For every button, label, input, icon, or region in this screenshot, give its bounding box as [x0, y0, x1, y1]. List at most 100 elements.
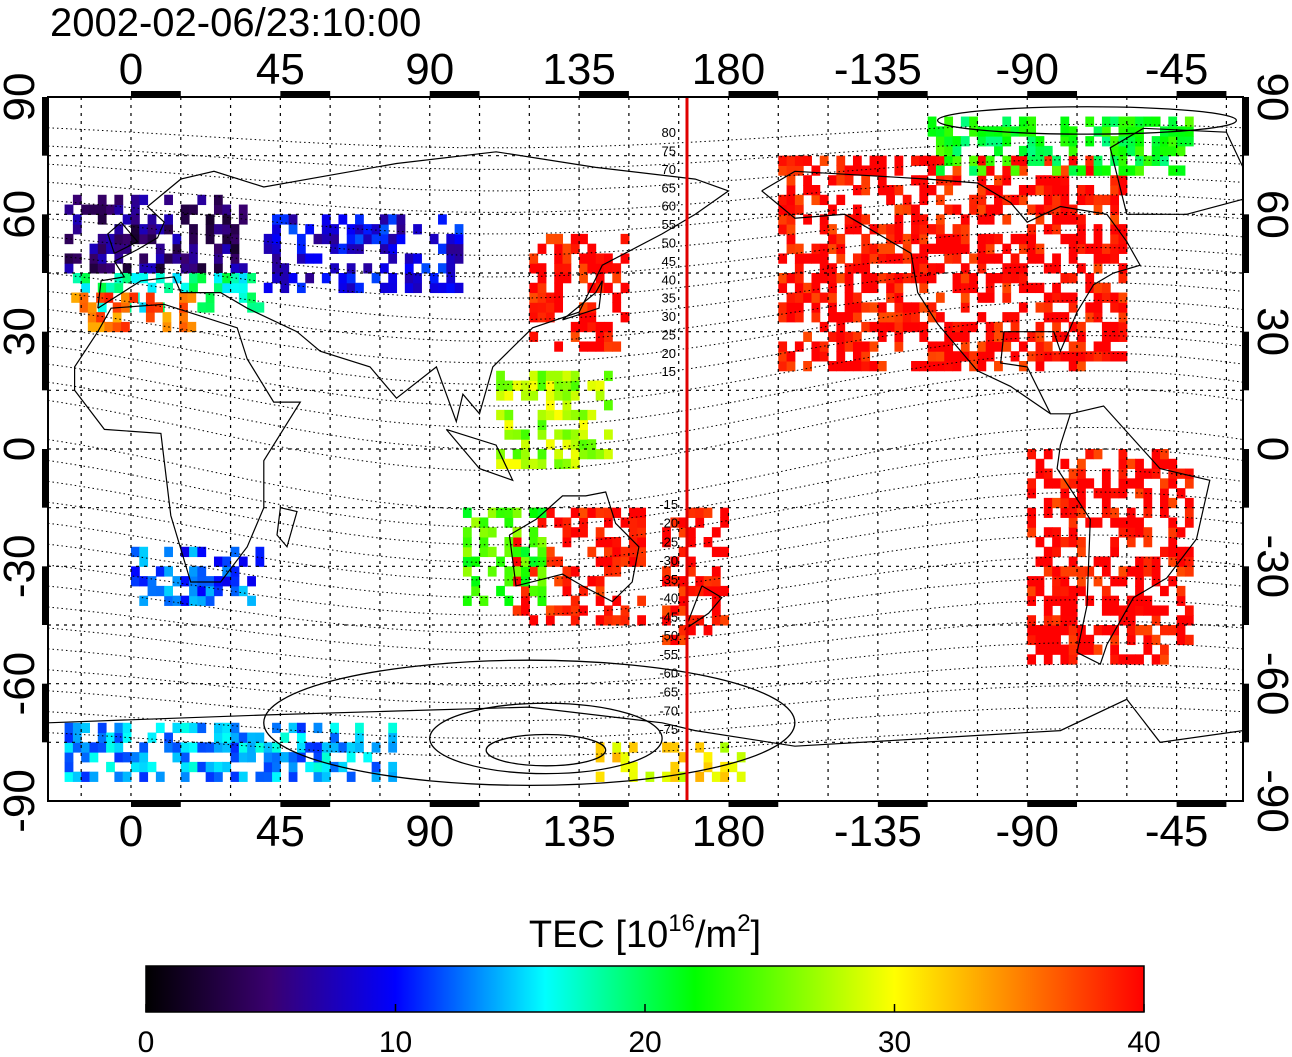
tec-cell [819, 263, 829, 274]
tec-cell [985, 253, 995, 264]
tec-cell [512, 546, 522, 558]
tec-cell [1027, 253, 1037, 264]
tec-cell [496, 409, 505, 421]
tec-cell [919, 185, 929, 196]
tec-cell [529, 566, 539, 577]
tec-cell [579, 439, 588, 450]
tec-cell [189, 595, 198, 606]
tec-cell [122, 233, 132, 245]
tec-cell [554, 302, 564, 313]
tec-cell [1184, 615, 1194, 626]
tec-cell [952, 243, 962, 254]
tec-cell [778, 204, 788, 215]
tec-cell [869, 253, 879, 264]
tec-cell [1118, 488, 1128, 499]
colorbar-tick-label: 0 [138, 1026, 155, 1057]
tec-cell [1176, 615, 1186, 626]
tec-cell [1101, 497, 1111, 509]
tec-cell [803, 155, 812, 166]
tec-cell [1068, 634, 1078, 646]
tec-cell [180, 282, 190, 294]
tec-cell [1126, 625, 1136, 636]
tec-cell [861, 351, 871, 362]
tec-cell [794, 341, 804, 352]
tec-cell [678, 546, 688, 558]
tec-cell [952, 361, 962, 372]
tec-cell [960, 302, 970, 313]
tec-cell [1126, 458, 1136, 470]
lat-tick-right: -30 [1248, 535, 1292, 599]
frame-segment-top [130, 91, 181, 97]
tec-cell [496, 507, 505, 518]
tec-cell [1135, 527, 1144, 538]
tec-cell [944, 155, 954, 166]
contour-label: -35 [659, 572, 678, 587]
mlat-contour [48, 685, 1243, 722]
tec-cell [944, 341, 954, 352]
tec-cell [1077, 507, 1086, 518]
tec-cell [836, 273, 846, 284]
tec-cell [1151, 605, 1161, 616]
tec-cell [438, 282, 447, 294]
tec-cell [911, 214, 920, 225]
tec-cell [147, 214, 157, 225]
tec-cell [595, 576, 605, 587]
tec-cell [736, 752, 746, 763]
tec-cell [969, 321, 978, 333]
lat-tick-left: 30 [0, 307, 44, 356]
tec-cell [114, 204, 124, 215]
tec-cell [852, 302, 862, 313]
tec-cell [222, 204, 232, 215]
tec-cell [562, 537, 572, 548]
tec-cell [852, 204, 862, 215]
tec-cell [172, 752, 182, 763]
tec-cell [189, 546, 198, 558]
tec-cell [894, 224, 904, 235]
tec-cell [355, 243, 364, 254]
frame-segment-left [42, 331, 48, 391]
tec-cell [1052, 253, 1061, 264]
tec-data-layer [64, 116, 1194, 782]
tec-cell [662, 742, 671, 753]
tec-cell [935, 263, 945, 274]
tec-cell [628, 537, 638, 548]
tec-cell [1077, 576, 1086, 587]
frame-ticks [42, 91, 1249, 807]
tec-cell [1160, 585, 1169, 597]
tec-cell [977, 185, 987, 196]
tec-cell [379, 233, 389, 245]
tec-cell [197, 722, 207, 734]
tec-cell [794, 253, 804, 264]
tec-cell [338, 214, 348, 225]
tec-cell [1176, 556, 1186, 567]
tec-cell [64, 263, 74, 274]
tec-cell [579, 263, 588, 274]
tec-cell [1085, 566, 1095, 577]
tec-cell [587, 449, 597, 460]
tec-cell [836, 361, 846, 372]
tec-cell [504, 566, 514, 577]
tec-cell [1184, 605, 1194, 616]
tec-cell [828, 175, 837, 186]
tec-cell [1010, 273, 1020, 284]
tec-cell [1168, 165, 1178, 176]
tec-cell [1135, 126, 1144, 137]
tec-cell [570, 380, 580, 391]
tec-cell [537, 458, 547, 470]
tec-cell [81, 282, 90, 294]
tec-cell [554, 263, 564, 274]
tec-cell [952, 331, 962, 342]
tec-cell [786, 312, 796, 323]
tec-cell [346, 282, 356, 294]
tec-cell [786, 351, 796, 362]
tec-cell [1060, 185, 1070, 196]
tec-cell [902, 273, 912, 284]
tec-cell [670, 556, 680, 567]
tec-cell [189, 243, 198, 254]
tec-cell [1093, 263, 1103, 274]
tec-cell [952, 253, 962, 264]
tec-cell [579, 605, 588, 616]
tec-cell [604, 556, 613, 567]
lon-tick-top: 45 [256, 45, 305, 94]
tec-cell [512, 605, 522, 616]
